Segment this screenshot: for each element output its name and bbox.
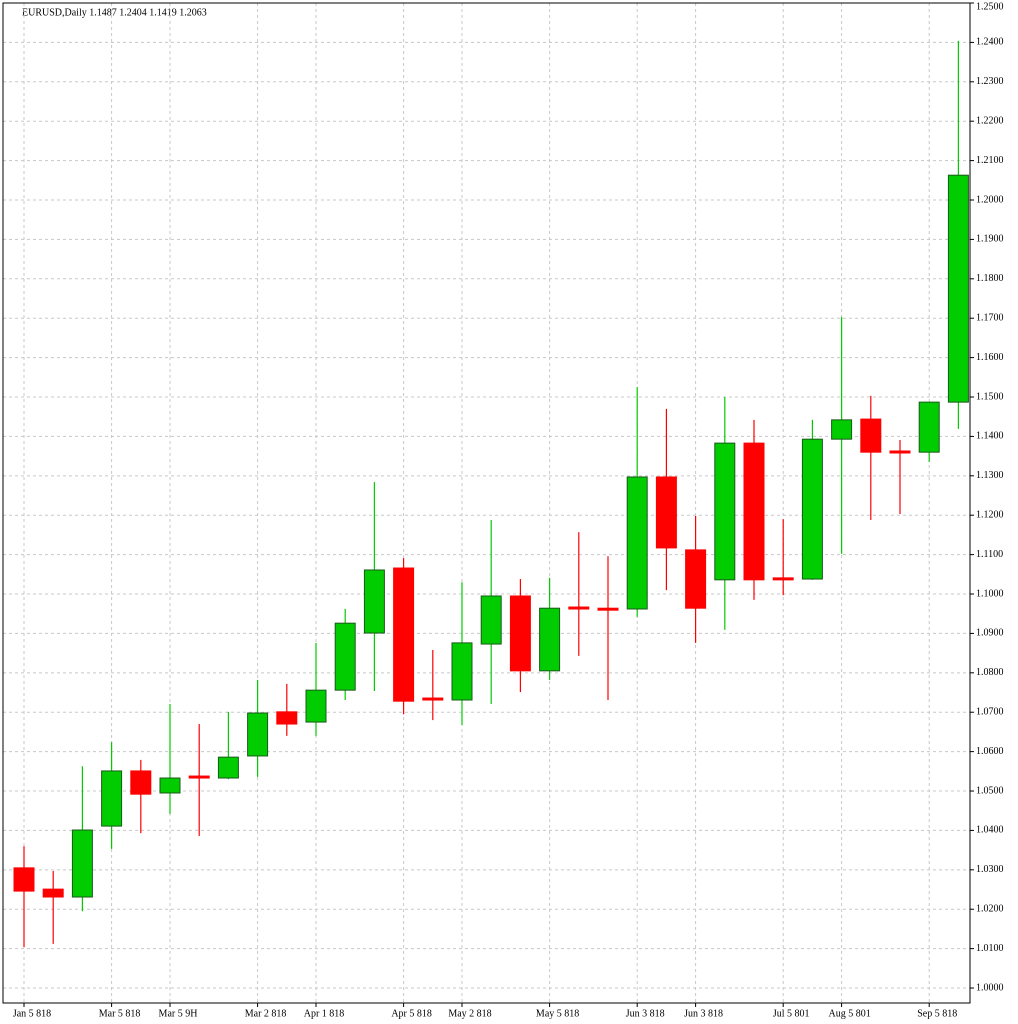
y-tick-label: 1.0600 — [976, 746, 1004, 757]
chart-title: EURUSD,Daily 1.1487 1.2404 1.1419 1.2063 — [22, 7, 207, 18]
x-tick-label: Jul 5 801 — [773, 1008, 810, 1019]
y-tick-label: 1.0700 — [976, 707, 1004, 718]
candle-body — [42, 888, 64, 898]
candle-body — [743, 442, 765, 581]
y-tick-label: 1.1300 — [976, 470, 1004, 481]
y-tick-label: 1.0800 — [976, 667, 1004, 678]
y-tick-label: 1.2500 — [976, 1, 1004, 12]
candle-body — [451, 642, 473, 701]
y-tick-label: 1.2300 — [976, 76, 1004, 87]
x-tick-label: Mar 2 818 — [245, 1008, 287, 1019]
candle-body — [363, 569, 385, 634]
candle-body — [305, 689, 327, 723]
candle-body — [276, 711, 298, 725]
y-tick-label: 1.2000 — [976, 194, 1004, 205]
candle-body — [217, 756, 239, 779]
y-tick-label: 1.0200 — [976, 904, 1004, 915]
candle-body — [714, 442, 736, 581]
y-tick-label: 1.0300 — [976, 864, 1004, 875]
y-tick-label: 1.0500 — [976, 785, 1004, 796]
x-tick-label: Jun 3 818 — [684, 1008, 723, 1019]
candle-body — [480, 595, 502, 645]
x-tick-label: Apr 1 818 — [304, 1008, 345, 1019]
candle-body — [13, 867, 35, 892]
y-tick-label: 1.0900 — [976, 628, 1004, 639]
candle-body — [188, 775, 210, 779]
x-tick-label: May 2 818 — [448, 1008, 491, 1019]
y-tick-label: 1.1000 — [976, 588, 1004, 599]
candle-body — [71, 829, 93, 898]
y-tick-label: 1.2200 — [976, 116, 1004, 127]
y-tick-label: 1.0400 — [976, 825, 1004, 836]
y-tick-label: 1.1200 — [976, 510, 1004, 521]
y-tick-label: 1.1800 — [976, 273, 1004, 284]
candle-body — [597, 607, 619, 611]
candle-body — [130, 770, 152, 795]
candle-body — [101, 770, 123, 827]
candle-body — [831, 419, 853, 440]
x-tick-label: Apr 5 818 — [391, 1008, 432, 1019]
candle-body — [626, 476, 648, 610]
candle-body — [393, 567, 415, 702]
y-tick-label: 1.1500 — [976, 391, 1004, 402]
candle-body — [509, 595, 531, 672]
candle-body — [655, 476, 677, 549]
x-tick-label: Mar 5 818 — [99, 1008, 141, 1019]
candle-body — [568, 606, 590, 610]
x-tick-label: Jun 3 818 — [626, 1008, 665, 1019]
y-tick-label: 1.0100 — [976, 943, 1004, 954]
x-tick-label: Jan 5 818 — [13, 1008, 51, 1019]
candle-body — [772, 577, 794, 581]
x-tick-label: May 5 818 — [536, 1008, 579, 1019]
candle-body — [860, 418, 882, 453]
y-tick-label: 1.1700 — [976, 313, 1004, 324]
candle-body — [801, 438, 823, 580]
y-tick-label: 1.0000 — [976, 982, 1004, 993]
candle-body — [918, 401, 940, 453]
y-tick-label: 1.1100 — [976, 549, 1003, 560]
candle-body — [247, 712, 269, 757]
candle-body — [539, 607, 561, 672]
candle-body — [159, 777, 181, 794]
y-tick-label: 1.2400 — [976, 37, 1004, 48]
y-tick-label: 1.2100 — [976, 155, 1004, 166]
y-tick-label: 1.1400 — [976, 431, 1004, 442]
x-tick-label: Sep 5 818 — [917, 1008, 957, 1019]
y-tick-label: 1.1900 — [976, 234, 1004, 245]
x-tick-label: Aug 5 801 — [828, 1008, 870, 1019]
plot-frame — [2, 2, 971, 1004]
y-tick-label: 1.1600 — [976, 352, 1004, 363]
candle-body — [334, 622, 356, 691]
x-tick-label: Mar 5 9H — [159, 1008, 198, 1019]
candle-body — [889, 450, 911, 454]
candle-body — [685, 549, 707, 609]
candle-body — [947, 174, 969, 403]
candle-body — [422, 697, 444, 701]
